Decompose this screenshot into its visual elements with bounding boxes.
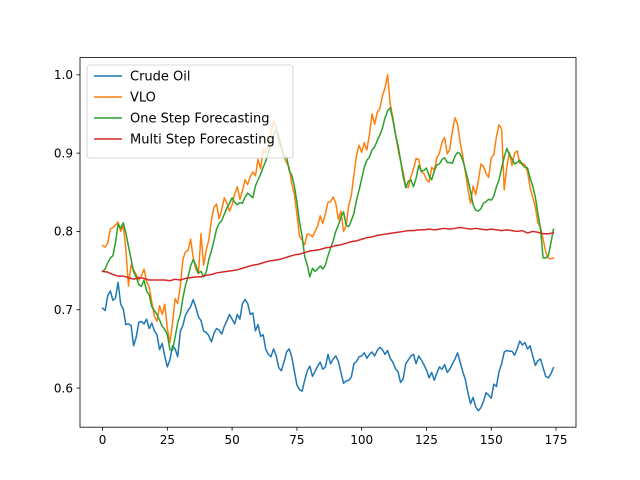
x-tick-label-2: 50: [224, 433, 239, 447]
legend-label-1: VLO: [130, 91, 156, 106]
series-line-3: [101, 226, 555, 282]
y-tick-label-2: 0.8: [54, 225, 73, 239]
x-tick-label-4: 100: [350, 433, 373, 447]
plot-frame: [79, 57, 577, 428]
legend: Crude Oil VLO One Step Forecasting Multi St…: [86, 64, 294, 159]
series-layer: [101, 74, 555, 412]
x-tick-label-7: 175: [545, 433, 568, 447]
y-tick-label-4: 1.0: [54, 68, 73, 82]
x-tick-label-5: 125: [415, 433, 438, 447]
legend-label-0: Crude Oil: [130, 70, 191, 85]
legend-box: [86, 64, 294, 159]
series-line-0: [101, 281, 555, 412]
y-axis: 0.6 0.7 0.8 0.9 1.0: [54, 68, 80, 395]
y-tick-label-1: 0.7: [54, 303, 73, 317]
y-tick-label-3: 0.9: [54, 146, 73, 160]
x-tick-label-1: 25: [160, 433, 175, 447]
x-axis: 0 25 50 75 100 125 150 175: [99, 427, 568, 447]
x-tick-label-6: 150: [480, 433, 503, 447]
y-tick-label-0: 0.6: [54, 381, 73, 395]
series-line-2: [101, 106, 555, 352]
x-tick-label-0: 0: [99, 433, 107, 447]
series-line-1: [101, 74, 555, 344]
x-tick-label-3: 75: [289, 433, 304, 447]
legend-label-2: One Step Forecasting: [130, 112, 269, 127]
legend-label-3: Multi Step Forecasting: [130, 133, 275, 148]
